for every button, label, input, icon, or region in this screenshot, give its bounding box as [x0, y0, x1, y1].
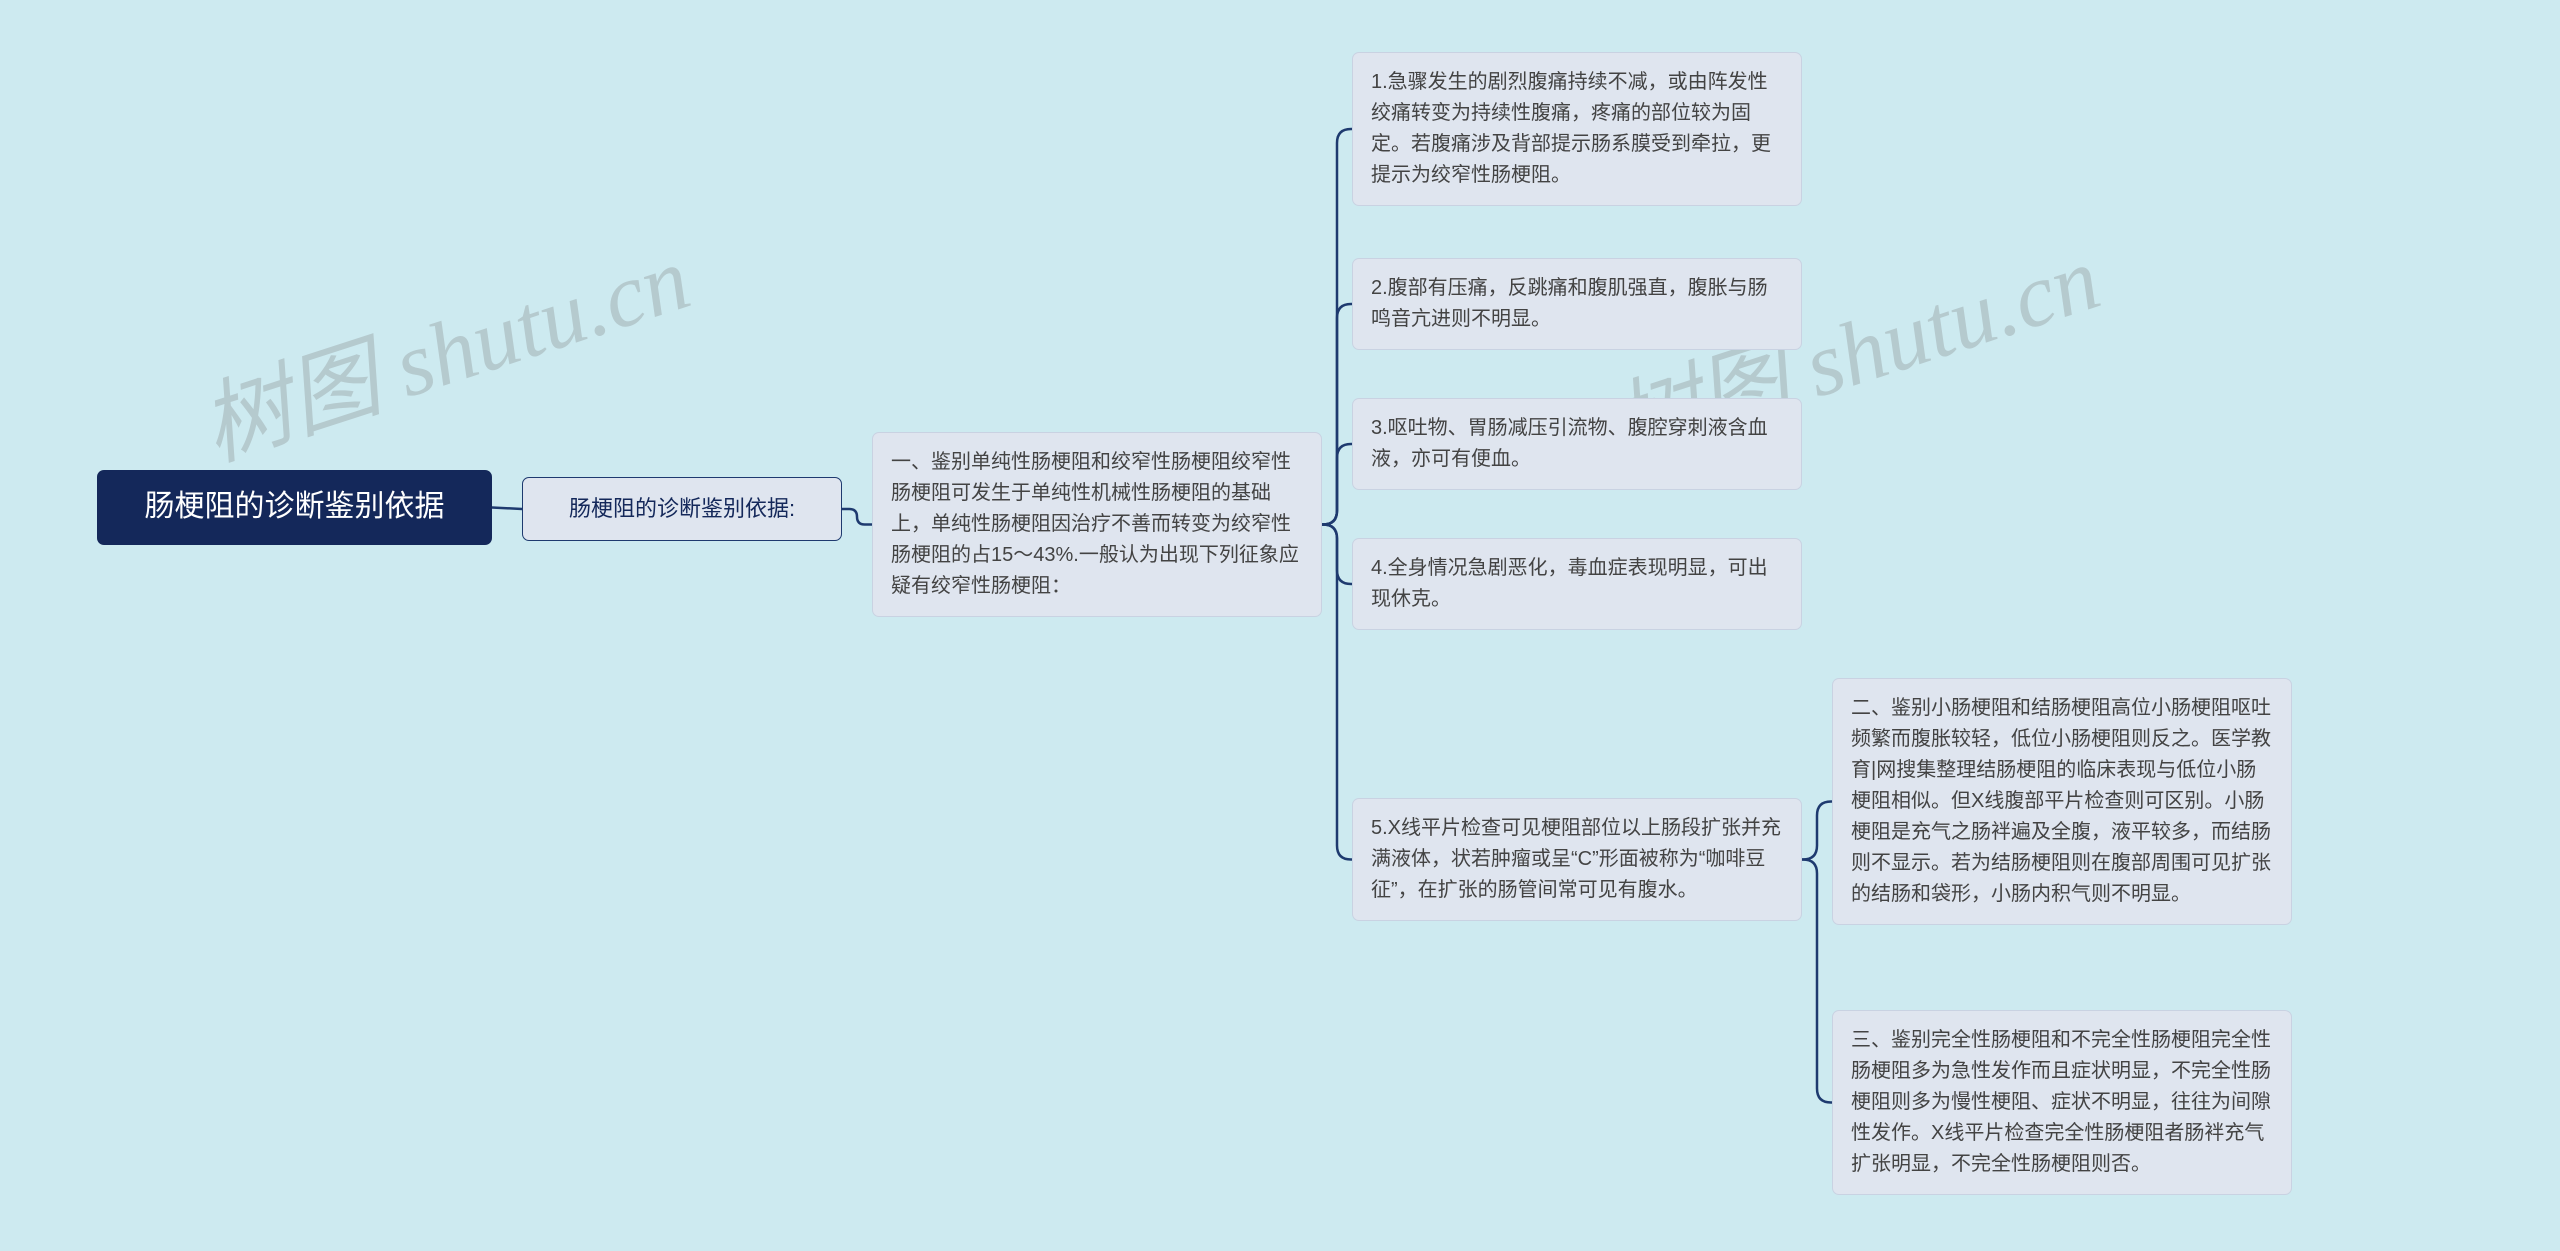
watermark: 树图 shutu.cn: [182, 205, 702, 485]
mindmap-canvas: 树图 shutu.cn树图 shutu.cn肠梗阻的诊断鉴别依据肠梗阻的诊断鉴别…: [0, 0, 2560, 1251]
node-root[interactable]: 肠梗阻的诊断鉴别依据: [97, 470, 492, 545]
node-c5[interactable]: 5.X线平片检查可见梗阻部位以上肠段扩张并充满液体，状若肿瘤或呈“C”形面被称为…: [1352, 798, 1802, 921]
node-l1[interactable]: 肠梗阻的诊断鉴别依据:: [522, 477, 842, 541]
node-c1[interactable]: 1.急骤发生的剧烈腹痛持续不减，或由阵发性绞痛转变为持续性腹痛，疼痛的部位较为固…: [1352, 52, 1802, 206]
node-l2[interactable]: 一、鉴别单纯性肠梗阻和绞窄性肠梗阻绞窄性肠梗阻可发生于单纯性机械性肠梗阻的基础上…: [872, 432, 1322, 617]
node-d2[interactable]: 三、鉴别完全性肠梗阻和不完全性肠梗阻完全性肠梗阻多为急性发作而且症状明显，不完全…: [1832, 1010, 2292, 1195]
node-c3[interactable]: 3.呕吐物、胃肠减压引流物、腹腔穿刺液含血液，亦可有便血。: [1352, 398, 1802, 490]
node-d1[interactable]: 二、鉴别小肠梗阻和结肠梗阻高位小肠梗阻呕吐频繁而腹胀较轻，低位小肠梗阻则反之。医…: [1832, 678, 2292, 925]
node-c2[interactable]: 2.腹部有压痛，反跳痛和腹肌强直，腹胀与肠鸣音亢进则不明显。: [1352, 258, 1802, 350]
node-c4[interactable]: 4.全身情况急剧恶化，毒血症表现明显，可出现休克。: [1352, 538, 1802, 630]
